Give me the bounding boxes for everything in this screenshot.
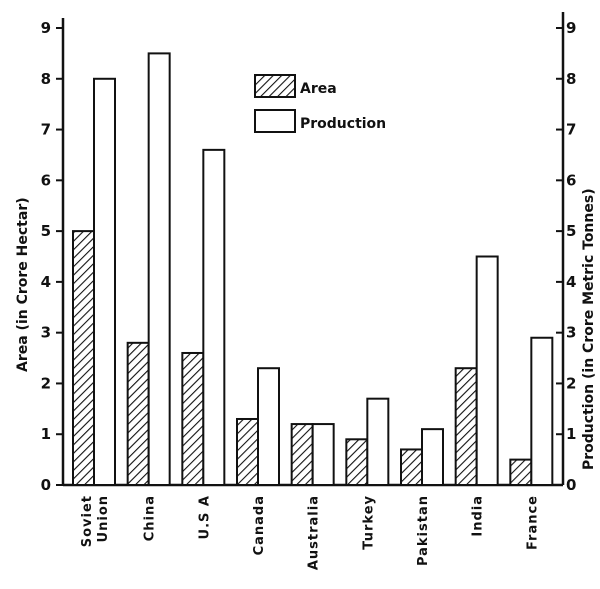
bar-production	[202, 148, 226, 486]
y-tick-label: 7	[41, 121, 51, 139]
category-label-line: India	[471, 495, 486, 537]
y-axis-label: Area (in Crore Hectar)	[15, 197, 31, 372]
y-tick-label: 8	[41, 70, 51, 88]
category-label-line: Soviet	[80, 495, 95, 547]
legend-label-production: Production	[300, 116, 386, 132]
category-label-line: Union	[96, 495, 111, 542]
category-label: India	[471, 495, 486, 537]
bar-area	[236, 417, 259, 486]
y2-tick-label: 3	[566, 324, 576, 342]
category-label: U.S A	[197, 495, 212, 539]
y2-axis-label: Production (in Crore Metric Tonnes)	[581, 188, 597, 470]
category-label: SovietUnion	[80, 495, 111, 547]
legend-swatch-production	[254, 109, 296, 133]
y-tick-label: 2	[41, 374, 51, 392]
y2-tick-label: 1	[566, 425, 576, 443]
bar-area	[126, 341, 150, 487]
y2-tick-label: 2	[566, 374, 576, 392]
y-tick-label: 5	[41, 222, 51, 240]
y2-tick-label: 8	[566, 70, 576, 88]
bar-area	[400, 448, 423, 487]
legend: Area Production	[254, 74, 386, 133]
left-tick-group: 0 1 2 3 4 5 6 7 8 9	[41, 19, 63, 494]
category-label-line: Canada	[252, 495, 267, 555]
bar-production	[530, 336, 554, 486]
category-label: China	[143, 495, 158, 541]
bar-production	[93, 77, 116, 487]
y-tick-label: 6	[41, 171, 51, 189]
bar-area	[509, 458, 533, 487]
y-tick-label: 4	[41, 273, 51, 291]
category-label: Canada	[252, 495, 267, 555]
bar-area	[454, 367, 478, 487]
bar-area	[181, 351, 205, 486]
legend-label-area: Area	[300, 81, 337, 97]
category-label-line: Australia	[307, 495, 322, 570]
category-label-line: U.S A	[197, 495, 212, 539]
y-tick-label: 3	[41, 324, 51, 342]
category-label: Pakistan	[416, 495, 431, 566]
bar-production	[311, 423, 335, 487]
y2-tick-label: 9	[566, 19, 576, 37]
bar-production	[147, 52, 171, 487]
category-label-line: Turkey	[361, 495, 376, 550]
category-label-group: SovietUnion China U.S A Canada Australia Turk…	[80, 495, 540, 570]
category-label-line: Pakistan	[416, 495, 431, 566]
bar-group	[72, 52, 554, 487]
bar-area	[290, 423, 314, 487]
category-label-line: China	[143, 495, 158, 541]
bar-area	[345, 438, 369, 486]
category-label: Turkey	[361, 495, 376, 550]
plot-area: 0 1 2 3 4 5 6 7 8 9 0 1 2 3 4 5 6 7 8 9 SovietUnion China U.…	[41, 12, 576, 570]
category-label-line: France	[525, 495, 540, 550]
right-tick-group: 0 1 2 3 4 5 6 7 8 9	[556, 19, 576, 494]
bar-production	[421, 428, 444, 486]
y-tick-label: 9	[41, 19, 51, 37]
category-label: France	[525, 495, 540, 550]
y2-tick-label: 7	[566, 121, 576, 139]
bar-production	[366, 397, 390, 486]
bar-production	[475, 255, 499, 486]
bar-area	[72, 230, 95, 486]
y2-tick-label: 5	[566, 222, 576, 240]
category-label: Australia	[307, 495, 322, 570]
y2-tick-label: 6	[566, 171, 576, 189]
bar-production	[257, 367, 280, 487]
y2-tick-label: 4	[566, 273, 576, 291]
y-tick-label: 0	[41, 476, 51, 494]
y-tick-label: 1	[41, 425, 51, 443]
y2-tick-label: 0	[566, 476, 576, 494]
legend-swatch-area	[254, 74, 296, 98]
